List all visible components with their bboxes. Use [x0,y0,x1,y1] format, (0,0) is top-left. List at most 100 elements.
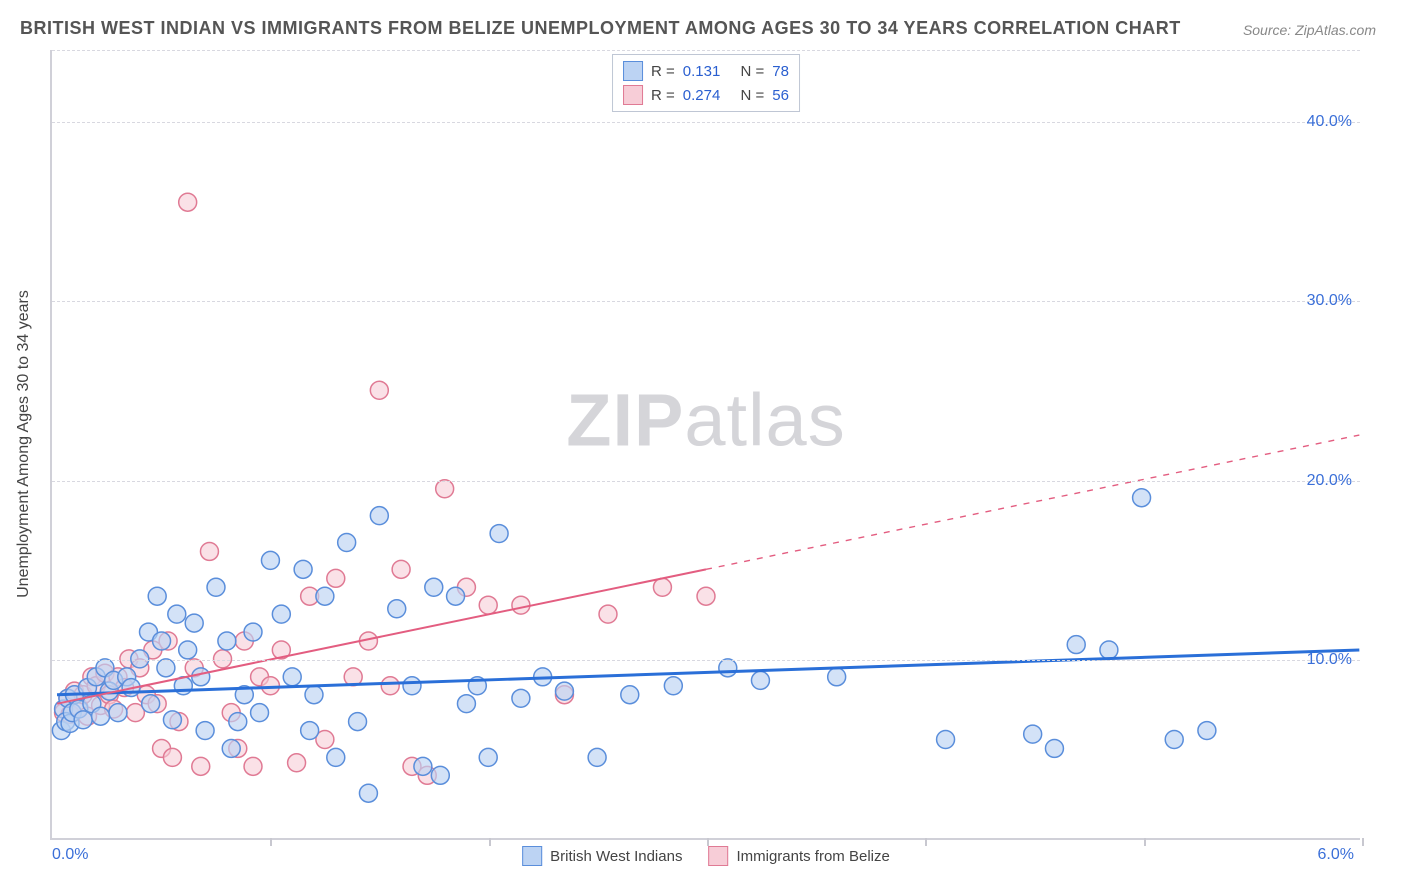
data-point [392,560,410,578]
chart-title: BRITISH WEST INDIAN VS IMMIGRANTS FROM B… [20,18,1181,39]
data-point [1045,739,1063,757]
y-tick-label: 20.0% [1307,472,1352,490]
data-point [142,695,160,713]
y-tick-label: 40.0% [1307,113,1352,131]
data-point [436,480,454,498]
data-point [388,600,406,618]
data-point [381,677,399,695]
legend-row-blue: R = 0.131 N = 78 [623,59,789,83]
x-tick [1362,838,1364,846]
data-point [1067,636,1085,654]
data-point [327,748,345,766]
data-point [148,587,166,605]
data-point [447,587,465,605]
data-point [131,650,149,668]
data-point [109,704,127,722]
data-point [92,707,110,725]
data-point [163,711,181,729]
data-point [479,748,497,766]
data-point [479,596,497,614]
gridline [52,301,1360,302]
data-point [261,551,279,569]
legend-pink-N: 56 [772,87,789,104]
legend-R-label: R = [651,63,675,80]
data-point [338,534,356,552]
data-point [697,587,715,605]
swatch-pink-icon [708,846,728,866]
data-point [588,748,606,766]
gridline [52,660,1360,661]
data-point [251,704,269,722]
x-tick [489,838,491,846]
data-point [196,722,214,740]
data-point [425,578,443,596]
gridline [52,122,1360,123]
y-tick-label: 10.0% [1307,651,1352,669]
x-tick [270,838,272,846]
gridline [52,50,1360,51]
x-tick [925,838,927,846]
data-point [163,748,181,766]
data-point [751,671,769,689]
data-point [1100,641,1118,659]
y-tick-label: 30.0% [1307,292,1352,310]
x-tick [1144,838,1146,846]
legend-pink-R: 0.274 [683,87,721,104]
data-point [599,605,617,623]
data-point [370,381,388,399]
data-point [719,659,737,677]
data-point [370,507,388,525]
x-tick [707,838,709,846]
legend-item-blue: British West Indians [522,846,682,866]
x-axis-max-label: 6.0% [1318,846,1354,864]
data-point [207,578,225,596]
gridline [52,481,1360,482]
data-point [653,578,671,596]
data-point [490,525,508,543]
legend-R-label: R = [651,87,675,104]
data-point [200,542,218,560]
data-point [414,757,432,775]
legend-blue-R: 0.131 [683,63,721,80]
data-point [179,193,197,211]
data-point [157,659,175,677]
trend-line-extrapolated [706,435,1359,569]
swatch-blue-icon [522,846,542,866]
data-point [294,560,312,578]
data-point [301,722,319,740]
data-point [74,711,92,729]
data-point [305,686,323,704]
data-point [1198,722,1216,740]
legend-blue-label: British West Indians [550,848,682,865]
data-point [214,650,232,668]
data-point [192,757,210,775]
legend-item-pink: Immigrants from Belize [708,846,889,866]
data-point [218,632,236,650]
data-point [288,754,306,772]
data-point [283,668,301,686]
data-point [168,605,186,623]
data-point [512,689,530,707]
data-point [555,682,573,700]
chart-svg-layer [52,50,1360,838]
data-point [359,784,377,802]
data-point [664,677,682,695]
data-point [327,569,345,587]
swatch-pink-icon [623,85,643,105]
data-point [222,739,240,757]
legend-blue-N: 78 [772,63,789,80]
data-point [153,632,171,650]
data-point [316,587,334,605]
data-point [192,668,210,686]
legend-N-label: N = [741,87,765,104]
legend-N-label: N = [741,63,765,80]
data-point [403,677,421,695]
data-point [229,713,247,731]
data-point [512,596,530,614]
data-point [244,623,262,641]
source-label: Source: ZipAtlas.com [1243,22,1376,38]
data-point [244,757,262,775]
data-point [179,641,197,659]
legend-series: British West Indians Immigrants from Bel… [522,846,890,866]
data-point [272,605,290,623]
